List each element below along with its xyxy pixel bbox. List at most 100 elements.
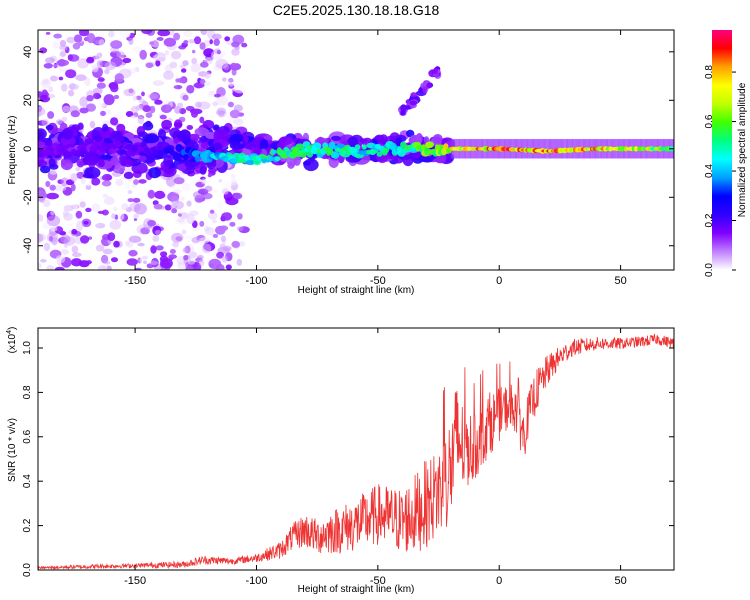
noise-blob <box>85 260 92 265</box>
branch-blob <box>426 82 433 89</box>
noise-blob <box>216 95 229 106</box>
noise-blob <box>236 258 243 266</box>
noise-blob <box>66 36 76 44</box>
snr-plot-area <box>38 328 674 570</box>
svg-text:(x104): (x104) <box>6 327 18 354</box>
noise-blob <box>164 50 170 56</box>
tone-halo <box>544 139 547 159</box>
noise-blob <box>133 213 139 219</box>
noise-blob <box>113 94 120 100</box>
noise-blob <box>77 59 87 69</box>
noise-blob <box>169 61 178 69</box>
noise-blob <box>48 235 54 242</box>
noise-blob <box>123 88 136 97</box>
tone-blob <box>271 149 278 154</box>
noise-blob <box>61 83 68 92</box>
colorbar-label: Normalized spectral amplitude <box>737 82 748 217</box>
noise-blob <box>39 196 45 203</box>
noise-blob <box>71 245 79 254</box>
noise-blob <box>76 220 84 232</box>
noise-blob <box>97 77 105 82</box>
noise-blob <box>186 125 194 130</box>
noise-blob <box>105 109 112 115</box>
noise-blob <box>67 54 74 61</box>
snr-scale-suffix: ) <box>7 327 18 330</box>
band-blob <box>110 134 125 143</box>
band-blob <box>123 171 134 179</box>
noise-blob <box>173 177 185 185</box>
noise-blob <box>163 70 174 80</box>
noise-blob <box>214 93 221 98</box>
spectrogram-marks <box>38 30 674 270</box>
noise-blob <box>110 84 119 93</box>
noise-blob <box>130 115 137 119</box>
noise-blob <box>109 219 122 230</box>
x-tick-label: -100 <box>245 275 267 287</box>
noise-blob <box>181 229 187 235</box>
noise-blob <box>212 219 218 224</box>
noise-blob <box>233 192 243 200</box>
tone-blob <box>295 143 305 150</box>
noise-blob <box>63 205 74 212</box>
y-tick-label: 0.0 <box>22 563 33 577</box>
snr-x-ticks: -150 -100 -50 0 50 <box>124 328 627 587</box>
noise-blob <box>201 178 207 185</box>
noise-blob <box>215 58 229 69</box>
noise-blob <box>216 107 226 115</box>
noise-blob <box>38 106 46 116</box>
band-blob <box>77 122 84 130</box>
noise-blob <box>45 31 51 35</box>
band-blob <box>406 129 415 138</box>
noise-blob <box>116 51 125 59</box>
noise-blob <box>75 74 87 81</box>
noise-blob <box>220 235 226 242</box>
tone-blob <box>157 141 163 150</box>
x-tick-label: -150 <box>124 575 146 587</box>
noise-blob <box>104 61 117 71</box>
noise-blob <box>155 245 164 251</box>
noise-blob <box>49 75 58 82</box>
branch-blob <box>400 110 405 116</box>
y-tick-label: 0.8 <box>22 385 33 399</box>
snr-scale-prefix: (x10 <box>7 333 18 353</box>
tone-blob <box>245 159 256 166</box>
noise-blob <box>183 30 193 37</box>
x-tick-label: -100 <box>245 575 267 587</box>
band-blob <box>49 163 59 170</box>
band-blob <box>161 119 173 130</box>
tone-blob <box>336 143 345 149</box>
noise-blob <box>164 204 172 211</box>
band-blob <box>188 133 200 141</box>
noise-blob <box>127 198 134 203</box>
noise-blob <box>50 226 58 232</box>
noise-blob <box>181 183 191 192</box>
noise-blob <box>159 114 167 120</box>
noise-blob <box>180 196 185 201</box>
tone-blob <box>376 151 383 157</box>
noise-blob <box>199 237 210 244</box>
y-tick-label: 40 <box>22 46 34 58</box>
noise-blob <box>231 41 240 48</box>
noise-blob <box>191 236 201 244</box>
tone-halo <box>551 139 554 159</box>
band-blob <box>194 127 210 137</box>
noise-blob <box>43 242 51 252</box>
noise-blob <box>95 53 102 60</box>
noise-blob <box>149 41 155 46</box>
noise-blob <box>72 252 82 258</box>
noise-blob <box>219 225 229 231</box>
noise-blob <box>241 42 248 48</box>
noise-blob <box>224 36 231 42</box>
colorbar-tick-label: 0.2 <box>704 213 715 227</box>
tone-halo <box>552 139 555 159</box>
snr-y-label: SNR (10 * v/v) <box>7 418 18 482</box>
figure-title: C2E5.2025.130.18.18.G18 <box>273 2 440 18</box>
band-blob <box>82 155 99 166</box>
spectrogram-panel: -150 -100 -50 0 50 -40 -20 0 20 40 Height of str… <box>7 29 675 296</box>
noise-blob <box>127 190 133 195</box>
noise-blob <box>147 219 157 227</box>
noise-blob <box>236 226 244 232</box>
y-tick-label: 0.6 <box>22 429 33 443</box>
noise-blob <box>171 50 182 60</box>
